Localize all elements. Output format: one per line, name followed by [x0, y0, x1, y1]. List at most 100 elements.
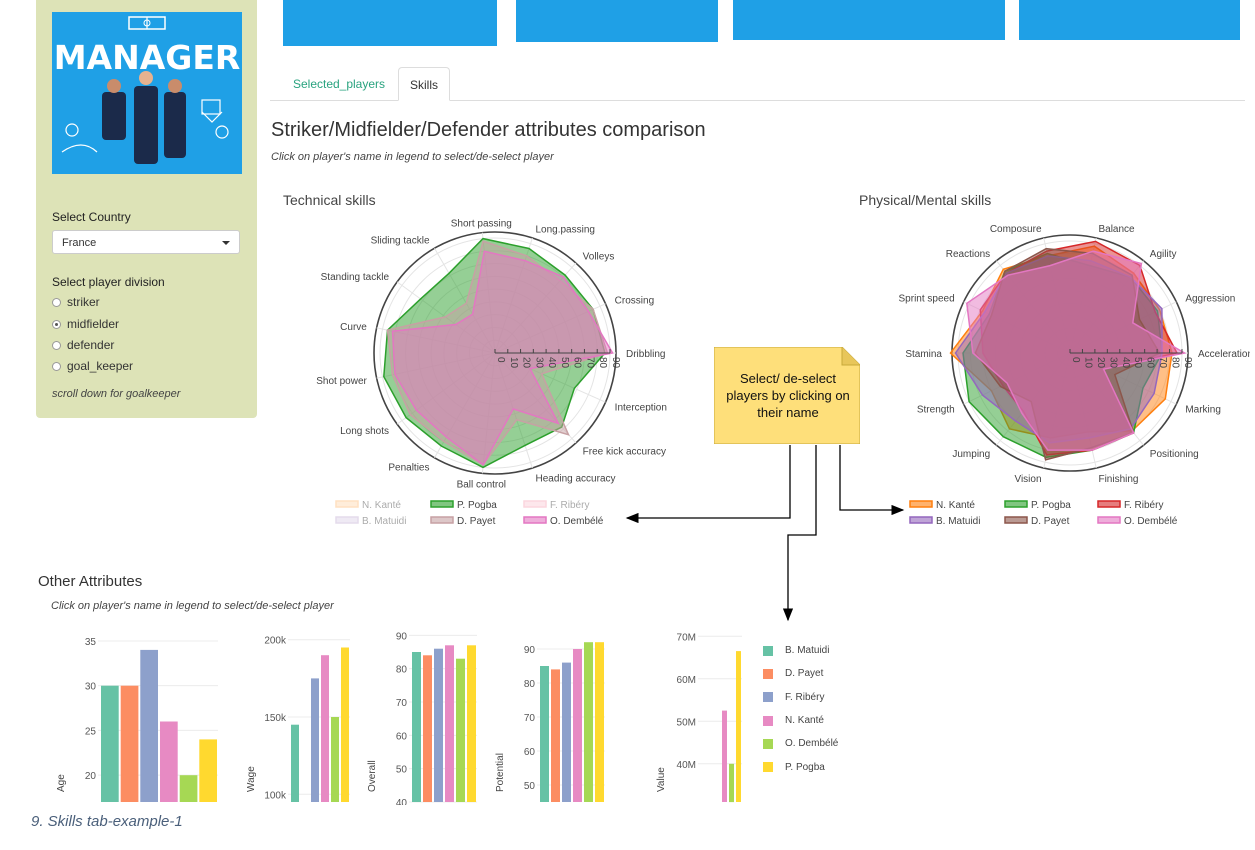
bar-fribry[interactable] [562, 662, 571, 802]
radar-series-odembl[interactable] [391, 250, 614, 466]
technical-skills-title: Technical skills [283, 192, 376, 208]
radar-axis-label: Finishing [1098, 474, 1138, 485]
technical-skills-radar[interactable]: Technical skills Dribbling Crossing Volleys… [270, 185, 690, 535]
radar-tick-label: 60 [1145, 357, 1156, 369]
radar-axis-label: Vision [1014, 474, 1041, 485]
radar-axis-label: Marking [1185, 405, 1221, 416]
legend-swatch [523, 516, 547, 524]
bar-legend-item[interactable]: F. Ribéry [763, 686, 838, 709]
legend-item-dpayet[interactable]: D. Payet [430, 516, 496, 527]
bar-nkant[interactable] [160, 721, 178, 803]
bar-panel-age: 20 25 30 35 Age [56, 637, 218, 802]
bar-legend-label: B. Matuidi [785, 645, 830, 657]
radio-goal-keeper[interactable]: goal_keeper [52, 359, 133, 373]
radar-tick-label: 70 [584, 357, 595, 369]
bar-bmatuidi[interactable] [101, 685, 119, 802]
bar-odembl[interactable] [729, 763, 734, 803]
other-attributes-subtitle: Click on player's name in legend to sele… [51, 600, 334, 612]
bar-ppogba[interactable] [341, 647, 349, 803]
page-title: Striker/Midfielder/Defender attributes c… [271, 119, 706, 141]
legend-swatch [430, 516, 454, 524]
legend-item-fribry[interactable]: F. Ribéry [1097, 500, 1163, 511]
bar-nkant[interactable] [722, 710, 727, 802]
legend-swatch [523, 500, 547, 508]
radar-series-odembl[interactable] [965, 250, 1187, 451]
bar-legend-item[interactable]: B. Matuidi [763, 639, 838, 662]
bar-fribry[interactable] [311, 678, 319, 802]
radar-tick-label: 30 [533, 357, 544, 369]
bar-bmatuidi[interactable] [412, 652, 421, 802]
legend-swatch [909, 516, 933, 524]
legend-item-bmatuidi[interactable]: B. Matuidi [909, 516, 980, 527]
bar-tick-label: 25 [85, 726, 97, 737]
radio-icon [52, 341, 61, 350]
instruction-note [714, 347, 860, 444]
legend-item-fribry[interactable]: F. Ribéry [523, 500, 589, 511]
bar-ppogba[interactable] [467, 645, 476, 802]
radar-axis-label: Long.passing [535, 224, 595, 235]
bar-nkant[interactable] [321, 655, 329, 802]
radio-striker[interactable]: striker [52, 295, 100, 309]
radar-axis-label: Short passing [451, 219, 512, 230]
tab-selected-players[interactable]: Selected_players [292, 77, 386, 91]
bar-axis-label: Overall [367, 760, 378, 792]
legend-item-ppogba[interactable]: P. Pogba [430, 500, 497, 511]
radar-tick-label: 50 [559, 357, 570, 369]
bar-tick-label: 60 [524, 747, 536, 758]
legend-item-odembl[interactable]: O. Dembélé [1097, 516, 1178, 527]
radio-midfielder[interactable]: midfielder [52, 317, 119, 331]
bar-odembl[interactable] [179, 775, 198, 802]
bar-legend-item[interactable]: N. Kanté [763, 709, 838, 732]
bar-dpayet[interactable] [423, 655, 432, 802]
radar-axis-label: Positioning [1150, 449, 1199, 460]
legend-item-nkant[interactable]: N. Kanté [335, 500, 401, 511]
legend-item-dpayet[interactable]: D. Payet [1004, 516, 1070, 527]
division-label: Select player division [52, 275, 165, 289]
sidebar: MANAGER Select Country France Select pla… [36, 0, 257, 418]
radar-tick-label: 90 [1182, 357, 1193, 369]
bar-legend-item[interactable]: P. Pogba [763, 755, 838, 778]
country-select[interactable]: France [52, 230, 240, 254]
radar-tick-label: 30 [1107, 357, 1118, 369]
bar-legend-item[interactable]: D. Payet [763, 662, 838, 685]
radar-tick-label: 20 [1095, 357, 1106, 369]
bar-legend: B. Matuidi D. Payet F. Ribéry N. Kanté O. De… [763, 639, 838, 779]
bar-bmatuidi[interactable] [540, 666, 549, 802]
legend-item-nkant[interactable]: N. Kanté [909, 500, 975, 511]
country-label: Select Country [52, 210, 131, 224]
bar-axis-label: Potential [495, 753, 506, 792]
bar-dpayet[interactable] [551, 669, 560, 802]
bar-ppogba[interactable] [595, 642, 604, 802]
bar-panel-wage: 100k 150k 200k Wage [246, 636, 350, 802]
bar-odembl[interactable] [331, 717, 339, 802]
physical-skills-radar[interactable]: Physical/Mental skills Acceleration Aggres… [840, 185, 1250, 535]
other-attributes-bars[interactable]: 20 25 30 35 Age 100k 150k 200k Wage 40 50 60 70 80 90 O… [0, 620, 1255, 805]
radio-defender[interactable]: defender [52, 338, 114, 352]
bar-ppogba[interactable] [199, 739, 217, 802]
bar-panel-overall: 40 50 60 70 80 90 Overall [367, 631, 477, 805]
bar-bmatuidi[interactable] [291, 724, 299, 802]
bar-ppogba[interactable] [736, 651, 741, 802]
radar-tick-label: 0 [495, 357, 506, 363]
legend-label: P. Pogba [457, 500, 497, 511]
bar-odembl[interactable] [584, 642, 593, 802]
bar-odembl[interactable] [456, 658, 465, 802]
tab-skills[interactable]: Skills [398, 67, 450, 101]
manager-logo: MANAGER [52, 12, 242, 174]
bar-tick-label: 80 [396, 665, 408, 676]
bar-tick-label: 150k [264, 713, 287, 724]
legend-item-ppogba[interactable]: P. Pogba [1004, 500, 1071, 511]
bar-nkant[interactable] [573, 649, 582, 802]
legend-item-bmatuidi[interactable]: B. Matuidi [335, 516, 406, 527]
bar-tick-label: 100k [264, 790, 287, 801]
bar-dpayet[interactable] [120, 685, 139, 802]
bar-nkant[interactable] [445, 645, 454, 802]
bar-fribry[interactable] [434, 648, 443, 802]
bar-fribry[interactable] [140, 649, 158, 802]
bar-tick-label: 200k [264, 636, 287, 647]
bar-legend-item[interactable]: O. Dembélé [763, 732, 838, 755]
radar-axis-label: Balance [1098, 224, 1135, 235]
radar-axis-label: Penalties [388, 462, 429, 473]
legend-item-odembl[interactable]: O. Dembélé [523, 516, 604, 527]
arrow-to-bar-legend [782, 445, 817, 622]
